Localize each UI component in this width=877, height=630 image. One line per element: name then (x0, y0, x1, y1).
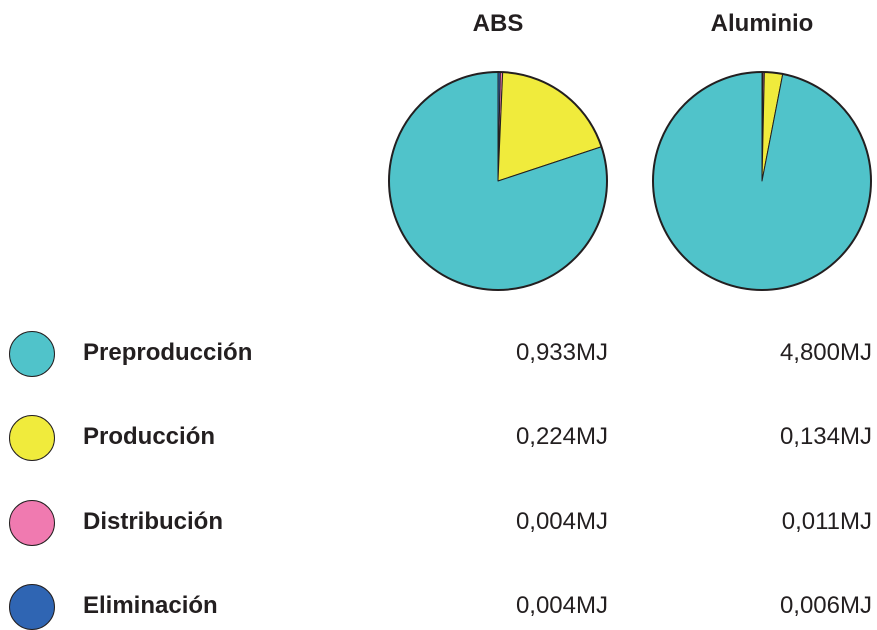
value-unit: MJ (576, 339, 608, 366)
value-unit: MJ (576, 592, 608, 619)
value-number: 4,800 (779, 339, 840, 366)
value-number: 0,011 (781, 508, 840, 535)
legend-swatch-distribucion (9, 500, 55, 546)
pie-outline-abs (388, 71, 608, 291)
legend-label-distribucion: Distribución (83, 508, 224, 535)
value-unit: MJ (576, 423, 608, 450)
value-unit: MJ (840, 339, 872, 366)
value-number: 0,004 (515, 592, 576, 619)
value-number: 0,933 (515, 339, 576, 366)
value-abs-distribucion: 0,004MJ (516, 508, 608, 536)
value-number: 0,134 (779, 423, 840, 450)
value-number: 0,224 (515, 423, 576, 450)
value-abs-preproduccion: 0,933MJ (516, 339, 608, 367)
value-abs-produccion: 0,224MJ (516, 423, 608, 451)
legend-swatch-produccion (9, 415, 55, 461)
value-abs-eliminacion: 0,004MJ (516, 592, 608, 620)
value-unit: MJ (840, 423, 872, 450)
value-aluminio-preproduccion: 4,800MJ (780, 339, 872, 367)
value-unit: MJ (840, 592, 872, 619)
value-aluminio-eliminacion: 0,006MJ (780, 592, 872, 620)
legend-row-distribucion: Distribución 0,004MJ 0,011MJ (0, 500, 877, 546)
legend-label-preproduccion: Preproducción (83, 339, 253, 366)
value-number: 0,004 (515, 508, 576, 535)
value-number: 0,006 (779, 592, 840, 619)
legend-label-produccion: Producción (83, 423, 216, 450)
pie-title-aluminio: Aluminio (710, 10, 814, 37)
legend-row-eliminacion: Eliminación 0,004MJ 0,006MJ (0, 584, 877, 630)
pie-charts (388, 71, 872, 291)
legend-row-preproduccion: Preproducción 0,933MJ 4,800MJ (0, 331, 877, 377)
legend-row-produccion: Producción 0,224MJ 0,134MJ (0, 415, 877, 461)
value-unit: MJ (576, 508, 608, 535)
legend-swatch-preproduccion (9, 331, 55, 377)
pie-slice-aluminio-preproduccion (652, 71, 872, 291)
pie-title-abs: ABS (472, 10, 524, 37)
pie-outline-aluminio (652, 71, 872, 291)
legend-swatch-eliminacion (9, 584, 55, 630)
legend-label-eliminacion: Eliminación (83, 592, 218, 619)
value-unit: MJ (840, 508, 872, 535)
value-aluminio-produccion: 0,134MJ (780, 423, 872, 451)
value-aluminio-distribucion: 0,011MJ (782, 508, 872, 536)
